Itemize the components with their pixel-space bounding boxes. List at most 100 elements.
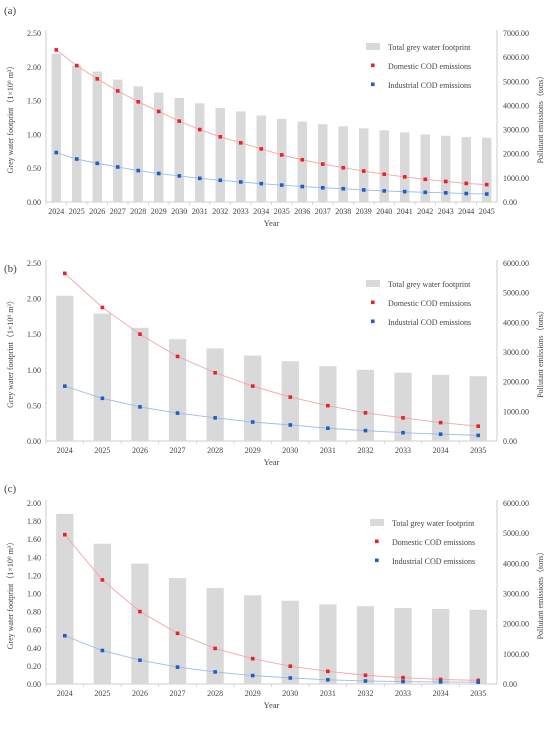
- bar-total-grey-water: [394, 607, 412, 684]
- data-point-industrial: [438, 680, 443, 684]
- data-point-industrial: [476, 433, 481, 438]
- bar-total-grey-water: [461, 137, 471, 202]
- bar-total-grey-water: [215, 108, 225, 202]
- y-left-axis-title: Grey water footprint（1×10⁹ m³）: [6, 296, 15, 408]
- y-right-tick-label: 3000.00: [503, 126, 529, 135]
- bar-total-grey-water: [168, 339, 187, 441]
- x-tick-label: 2038: [335, 207, 351, 216]
- data-point-domestic: [62, 532, 67, 537]
- data-point-industrial: [238, 180, 243, 184]
- y-right-tick-label: 6000.00: [503, 53, 529, 62]
- bar-total-grey-water: [482, 137, 492, 202]
- bar-total-grey-water: [297, 121, 307, 202]
- bar-total-grey-water: [113, 79, 123, 202]
- x-tick-label: 2031: [320, 689, 336, 698]
- data-point-industrial: [288, 676, 293, 680]
- data-point-industrial: [250, 673, 255, 678]
- legend-entry: Domestic COD emissions: [388, 62, 471, 71]
- y-right-tick-label: 2000.00: [503, 620, 529, 629]
- data-point-industrial: [62, 633, 67, 638]
- legend-entry: Domestic COD emissions: [388, 299, 471, 308]
- y-right-tick-label: 0.00: [503, 680, 517, 689]
- y-right-tick-label: 2000.00: [503, 378, 529, 387]
- legend: Total grey water footprint Domestic COD e…: [370, 519, 475, 566]
- data-point-domestic: [175, 631, 180, 636]
- data-point-domestic: [341, 165, 346, 170]
- data-point-industrial: [62, 384, 67, 388]
- x-tick-label: 2024: [48, 207, 64, 216]
- x-tick-label: 2034: [433, 446, 449, 455]
- data-point-domestic: [423, 177, 428, 182]
- y-right-tick-label: 0.00: [503, 437, 517, 446]
- y-right-axis-title: Pollutant emissions（tons）: [536, 548, 545, 640]
- data-point-domestic: [213, 370, 217, 375]
- bar-total-grey-water: [131, 563, 149, 684]
- data-point-domestic: [197, 127, 202, 132]
- data-point-industrial: [175, 411, 180, 415]
- x-tick-label: 2025: [94, 446, 110, 455]
- data-point-domestic: [218, 135, 223, 139]
- y-right-tick-label: 4000.00: [503, 318, 529, 327]
- data-point-industrial: [54, 150, 59, 155]
- legend-entry: Total grey water footprint: [392, 519, 475, 528]
- legend-entry: Domestic COD emissions: [392, 538, 475, 547]
- bar-total-grey-water: [133, 86, 143, 202]
- data-point-domestic: [401, 675, 405, 680]
- y-right-axis-title: Pollutant emissions（tons）: [536, 306, 545, 398]
- data-point-domestic: [402, 175, 407, 179]
- bar-total-grey-water: [93, 543, 112, 684]
- y-left-axis-title: Grey water footprint（1×10⁹ m³）: [6, 62, 15, 174]
- y-left-tick-label: 1.00: [27, 590, 41, 599]
- bar-total-grey-water: [431, 374, 450, 441]
- bar-total-grey-water: [420, 134, 430, 202]
- y-left-tick-label: 1.20: [27, 571, 41, 580]
- data-point-domestic: [138, 332, 142, 336]
- bar-total-grey-water: [281, 361, 299, 441]
- legend-swatch-bar: [366, 280, 380, 287]
- bar-total-grey-water: [174, 97, 184, 202]
- panel-label: (c): [4, 483, 17, 495]
- series-line-domestic: [64, 273, 479, 427]
- x-tick-label: 2035: [470, 446, 486, 455]
- legend-entry: Industrial COD emissions: [388, 81, 471, 90]
- x-tick-label: 2029: [245, 446, 261, 455]
- y-left-tick-label: 0.80: [27, 608, 41, 617]
- bar-total-grey-water: [281, 600, 299, 684]
- x-tick-label: 2036: [294, 207, 310, 216]
- y-left-tick-label: 1.40: [27, 553, 41, 562]
- data-point-industrial: [464, 191, 469, 196]
- data-point-domestic: [115, 89, 120, 93]
- y-left-tick-label: 1.00: [27, 366, 41, 375]
- legend: Total grey water footprint Domestic COD e…: [366, 280, 471, 327]
- x-axis-title: Year: [264, 700, 280, 710]
- data-point-domestic: [250, 384, 255, 388]
- data-point-domestic: [213, 646, 217, 651]
- data-point-domestic: [136, 100, 141, 104]
- y-left-tick-label: 2.00: [27, 295, 41, 304]
- x-tick-label: 2033: [395, 446, 411, 455]
- data-point-industrial: [382, 189, 387, 193]
- data-point-industrial: [136, 168, 141, 173]
- data-point-industrial: [175, 665, 180, 669]
- series-line-domestic: [55, 49, 487, 186]
- bar-total-grey-water: [359, 128, 369, 202]
- legend-swatch-point: [371, 319, 375, 324]
- y-right-axis-title: Pollutant emissions（tons）: [536, 72, 545, 164]
- bar-total-grey-water: [441, 135, 451, 202]
- x-tick-label: 2034: [433, 689, 449, 698]
- data-point-domestic: [74, 63, 79, 68]
- y-left-tick-label: 0.00: [27, 198, 41, 207]
- data-point-industrial: [484, 192, 489, 196]
- panel-label: (b): [4, 263, 17, 275]
- x-tick-label: 2031: [192, 207, 208, 216]
- y-left-tick-label: 1.60: [27, 535, 41, 544]
- data-point-industrial: [259, 181, 264, 186]
- data-point-industrial: [213, 416, 217, 420]
- legend-swatch-bar: [366, 43, 380, 50]
- y-left-axis-title: Grey water footprint（1×10⁹ m³）: [6, 538, 15, 650]
- x-tick-label: 2026: [132, 446, 148, 455]
- y-left-tick-label: 2.00: [27, 63, 41, 72]
- data-point-domestic: [476, 678, 481, 683]
- x-tick-label: 2033: [395, 689, 411, 698]
- x-tick-label: 2025: [69, 207, 85, 216]
